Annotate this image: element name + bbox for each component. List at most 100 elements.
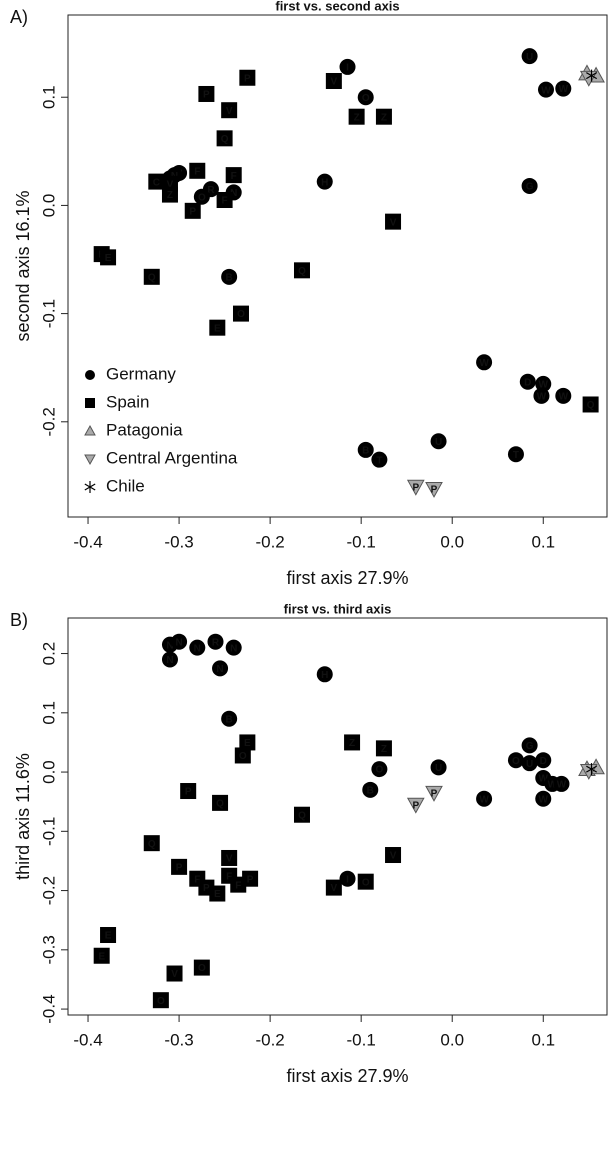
- point-marker: [425, 481, 443, 498]
- y-tick-label: 0.0: [39, 760, 58, 784]
- marker-shape: [357, 873, 374, 890]
- point-marker: [143, 268, 160, 285]
- point-label: N: [216, 664, 223, 675]
- marker-shape: [189, 639, 206, 656]
- point-label: H: [321, 177, 328, 188]
- marker-shape: [519, 373, 536, 390]
- marker-shape: [293, 806, 310, 823]
- marker-stroke: [586, 72, 598, 80]
- point-marker: [535, 790, 552, 807]
- legend-label: Spain: [106, 392, 149, 411]
- point-label: O: [239, 751, 247, 762]
- point-marker: [207, 633, 224, 650]
- y-tick-label: 0.1: [39, 85, 58, 109]
- marker-shape: [357, 89, 374, 106]
- marker-shape: [430, 759, 447, 776]
- point-label: P: [431, 485, 438, 496]
- point-label: Q: [148, 272, 156, 283]
- point-label: Q: [298, 810, 306, 821]
- marker-shape: [152, 992, 169, 1009]
- point-label: P: [247, 874, 254, 885]
- point-marker: [221, 710, 238, 727]
- point-marker: [242, 870, 259, 887]
- point-label: D: [524, 377, 531, 388]
- point-marker: [239, 69, 256, 86]
- point-marker: [521, 755, 538, 772]
- marker-shape: [239, 734, 256, 751]
- point-label: T: [513, 450, 519, 461]
- point-label: P: [412, 800, 419, 811]
- marker-shape: [212, 794, 229, 811]
- point-marker: [148, 173, 165, 190]
- point-label: N: [166, 655, 173, 666]
- point-marker: [586, 69, 598, 82]
- point-marker: [189, 639, 206, 656]
- point-marker: [293, 806, 310, 823]
- point-marker: [221, 268, 238, 285]
- point-label: W: [539, 380, 549, 391]
- point-marker: [93, 947, 110, 964]
- point-marker: [100, 927, 117, 944]
- x-tick-label: -0.3: [164, 1030, 193, 1049]
- point-label: O: [198, 192, 206, 203]
- point-label: G: [526, 182, 534, 193]
- legend-label: Germany: [106, 364, 176, 383]
- marker-shape: [535, 790, 552, 807]
- point-marker: [85, 370, 95, 380]
- point-label: E: [105, 253, 112, 264]
- y-tick-label: 0.1: [39, 701, 58, 725]
- x-tick-label: -0.2: [255, 1030, 284, 1049]
- marker-shape: [225, 639, 242, 656]
- point-label: P: [412, 482, 419, 493]
- marker-shape: [209, 885, 226, 902]
- marker-shape: [385, 213, 402, 230]
- point-marker: [184, 202, 201, 219]
- legend-label: Patagonia: [106, 420, 183, 439]
- point-marker: [582, 396, 599, 413]
- point-marker: [143, 835, 160, 852]
- marker-shape: [84, 454, 96, 466]
- point-label: E: [214, 889, 221, 900]
- point-label: W: [539, 794, 549, 805]
- point-label: Z: [349, 738, 355, 749]
- marker-shape: [357, 441, 374, 458]
- marker-shape: [406, 797, 425, 814]
- marker-shape: [476, 790, 493, 807]
- point-label: W: [559, 84, 569, 95]
- point-marker: [339, 870, 356, 887]
- marker-shape: [148, 173, 165, 190]
- point-label: Z: [381, 744, 387, 755]
- point-marker: [209, 319, 226, 336]
- legend-label: Central Argentina: [106, 448, 238, 467]
- marker-shape: [184, 202, 201, 219]
- point-label: W: [479, 358, 489, 369]
- point-marker: [316, 666, 333, 683]
- point-marker: [521, 48, 538, 65]
- y-tick-label: -0.2: [39, 407, 58, 436]
- marker-shape: [476, 354, 493, 371]
- marker-shape: [221, 268, 238, 285]
- marker-shape: [344, 734, 361, 751]
- point-marker: [406, 479, 425, 496]
- point-marker: [325, 879, 342, 896]
- point-marker: [84, 481, 96, 493]
- marker-shape: [242, 870, 259, 887]
- x-tick-label: -0.1: [347, 1030, 376, 1049]
- panel-label: B): [10, 610, 28, 630]
- marker-shape: [430, 433, 447, 450]
- point-marker: [198, 85, 215, 102]
- marker-shape: [555, 387, 572, 404]
- point-label: Q: [148, 839, 156, 850]
- point-marker: [166, 965, 183, 982]
- marker-shape: [537, 81, 554, 98]
- marker-shape: [325, 72, 342, 89]
- point-marker: [85, 398, 95, 408]
- marker-shape: [85, 370, 95, 380]
- point-marker: [535, 752, 552, 769]
- point-label: O: [237, 309, 245, 320]
- point-marker: [519, 373, 536, 390]
- marker-shape: [193, 959, 210, 976]
- point-label: F: [226, 871, 232, 882]
- point-label: N: [194, 643, 201, 654]
- point-label: N: [166, 640, 173, 651]
